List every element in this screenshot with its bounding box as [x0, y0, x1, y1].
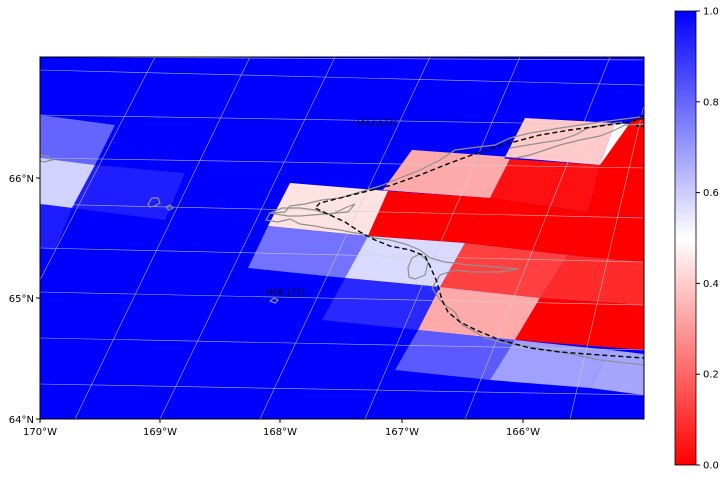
- data-cell: [418, 287, 540, 340]
- graticule: [40, 57, 644, 419]
- gridline: [569, 104, 644, 419]
- y-axis: 64°N 65°N 66°N: [9, 174, 40, 426]
- coastline-peninsula: [265, 116, 644, 366]
- gridline: [40, 337, 644, 351]
- data-cell: [40, 158, 95, 208]
- colorbar-gradient: [674, 10, 697, 466]
- coastline-small-island: [147, 197, 161, 208]
- data-cell: [368, 191, 490, 243]
- y-tick-label: 64°N: [9, 415, 34, 426]
- x-tick-label: 167°W: [385, 427, 419, 438]
- gridline: [40, 383, 644, 396]
- colorbar-tick-label: 0.0: [703, 461, 719, 472]
- data-cell: [40, 204, 72, 250]
- cell-annotation: (412,172): [357, 118, 396, 127]
- coastline-small-island: [268, 297, 280, 304]
- data-cell: [465, 198, 588, 255]
- gridline: [464, 57, 611, 419]
- gridline: [40, 114, 644, 126]
- gridline: [40, 203, 644, 219]
- data-cell: [490, 159, 600, 212]
- gridline: [40, 157, 644, 169]
- gridline: [364, 57, 521, 419]
- x-tick-label: 169°W: [143, 427, 177, 438]
- data-cell: [440, 243, 568, 298]
- colorbar-tick-label: 0.2: [703, 370, 719, 381]
- gridline: [40, 291, 644, 306]
- cell-annotation: (408,172): [265, 288, 304, 297]
- data-cell: [40, 115, 115, 165]
- x-tick-label: 168°W: [263, 427, 297, 438]
- x-tick-label: 166°W: [506, 427, 540, 438]
- colorbar-tick-label: 0.8: [703, 97, 719, 108]
- colorbar-tick-label: 0.6: [703, 188, 719, 199]
- data-cell: [600, 118, 644, 168]
- map-panel: (412,172) (408,172): [39, 56, 645, 420]
- data-cell: [505, 118, 615, 165]
- coastline-small-island: [164, 204, 175, 211]
- y-tick-label: 66°N: [9, 174, 34, 185]
- coastline-north: [514, 123, 644, 159]
- data-cell: [515, 298, 644, 350]
- data-cell: [248, 226, 368, 278]
- coastline-inlet: [267, 203, 356, 217]
- gridline: [159, 57, 336, 419]
- gridline: [40, 247, 644, 263]
- dashed-boundary: [313, 117, 644, 359]
- x-tick-label: 170°W: [23, 427, 57, 438]
- data-cell: [383, 150, 510, 198]
- coastline-mainland-west: [40, 154, 54, 163]
- map-frame: [39, 56, 645, 420]
- gridline: [40, 69, 644, 86]
- data-cell: [322, 278, 440, 330]
- data-cell: [588, 165, 644, 218]
- data-cells: [40, 115, 644, 395]
- colorbar-tick-label: 0.4: [703, 279, 719, 290]
- data-cell: [568, 212, 644, 262]
- data-cell: [72, 165, 185, 220]
- x-axis: 170°W 169°W 168°W 167°W 166°W: [23, 419, 540, 438]
- data-cell: [590, 350, 644, 395]
- gridline: [40, 57, 156, 281]
- y-tick-label: 65°N: [9, 294, 34, 305]
- data-cell: [395, 330, 515, 380]
- colorbar-tick-label: 1.0: [703, 7, 719, 18]
- colorbar-ticks: 0.0 0.2 0.4 0.6 0.8 1.0: [696, 7, 719, 472]
- dashed-boundary-tip: [635, 113, 644, 127]
- gridline: [74, 57, 251, 419]
- data-cell: [345, 236, 465, 287]
- coastline-inlet: [407, 253, 429, 280]
- data-cell: [540, 255, 644, 305]
- gridline: [259, 57, 431, 419]
- colorbar: 0.0 0.2 0.4 0.6 0.8 1.0: [674, 7, 719, 472]
